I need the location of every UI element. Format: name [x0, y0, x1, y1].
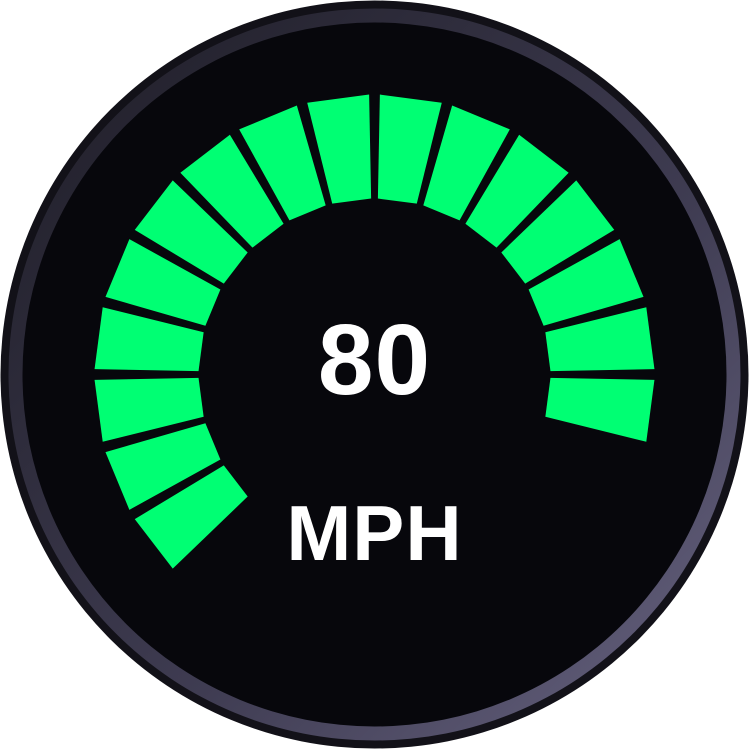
speed-segment	[105, 239, 221, 326]
speed-segment	[105, 423, 221, 510]
speed-segment	[134, 180, 248, 284]
speed-segment	[180, 134, 284, 248]
speed-segment	[465, 134, 569, 248]
speed-segment	[94, 307, 204, 372]
speed-segment	[545, 307, 655, 372]
speed-unit-label: MPH	[286, 489, 463, 577]
speed-segment	[307, 94, 372, 204]
speed-segment	[94, 377, 204, 442]
speed-segment	[377, 94, 442, 204]
speed-segment	[134, 465, 248, 569]
speed-segment	[423, 105, 510, 221]
speed-segment	[528, 239, 644, 326]
speed-segments	[94, 94, 655, 569]
speed-segment	[545, 377, 655, 442]
gauge-face	[22, 22, 727, 727]
speed-segment	[239, 105, 326, 221]
speed-value: 80	[317, 304, 432, 416]
speed-segment	[501, 180, 615, 284]
